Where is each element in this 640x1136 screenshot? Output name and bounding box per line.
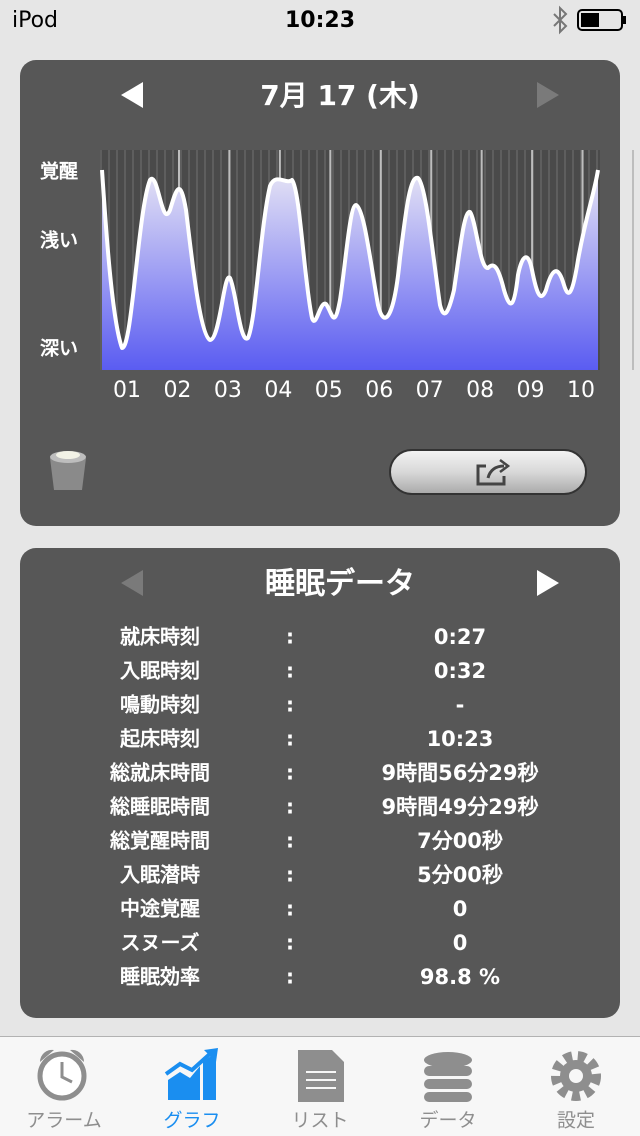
row-label: 睡眠効率	[120, 965, 200, 989]
row-value: 5分00秒	[417, 863, 503, 887]
y-label: 覚醒	[40, 160, 78, 183]
x-label: 05	[315, 378, 343, 403]
row-label: 総睡眠時間	[109, 795, 210, 819]
row-label: 総就床時間	[109, 761, 210, 785]
status-bar	[0, 0, 640, 40]
graph-date: 7月 17 (木)	[260, 79, 420, 112]
alarm-icon	[37, 1049, 87, 1101]
next-page-button[interactable]	[537, 570, 559, 596]
prev-page-button[interactable]	[121, 570, 143, 596]
settings-icon	[551, 1051, 601, 1101]
row-separator: :	[286, 761, 294, 785]
share-button[interactable]	[389, 449, 587, 495]
x-labels: 01 02 03 04 05 06 07 08 09 10	[113, 378, 595, 403]
sleep-area	[102, 170, 598, 370]
share-icon	[476, 459, 511, 486]
clock: 10:23	[285, 8, 355, 33]
row-value: 7分00秒	[417, 829, 503, 853]
carrier: iPod	[12, 8, 58, 33]
battery-icon	[577, 9, 623, 31]
row-label: 入眠潜時	[120, 863, 200, 887]
next-day-button[interactable]	[537, 82, 559, 108]
row-separator: :	[286, 931, 294, 955]
row-value: 0:27	[434, 625, 486, 649]
x-label: 01	[113, 378, 141, 403]
battery-level	[581, 13, 599, 27]
row-separator: :	[286, 727, 294, 751]
row-value: 0	[453, 897, 468, 921]
bluetooth-icon	[553, 5, 568, 35]
tab-label[interactable]: アラーム	[26, 1110, 101, 1132]
trash-button[interactable]	[50, 451, 86, 490]
x-label: 04	[264, 378, 292, 403]
x-label: 06	[365, 378, 393, 403]
row-separator: :	[286, 829, 294, 853]
x-label: 07	[416, 378, 444, 403]
row-value: 0:32	[434, 659, 486, 683]
tab-label[interactable]: 設定	[557, 1110, 595, 1132]
x-label: 10	[567, 378, 595, 403]
row-separator: :	[286, 795, 294, 819]
tab-label[interactable]: リスト	[291, 1110, 348, 1132]
sleep-curve	[100, 169, 600, 351]
row-separator: :	[286, 863, 294, 887]
row-label: 入眠時刻	[120, 659, 200, 683]
row-value: 9時間49分29秒	[381, 795, 538, 819]
tab-label[interactable]: グラフ	[163, 1110, 220, 1132]
x-label: 08	[466, 378, 494, 403]
row-separator: :	[286, 897, 294, 921]
tab-label[interactable]: データ	[419, 1110, 476, 1132]
row-separator: :	[286, 693, 294, 717]
sleep-data-title: 睡眠データ	[265, 567, 415, 602]
row-separator: :	[286, 625, 294, 649]
row-label: 総覚醒時間	[109, 829, 210, 853]
graph-icon	[164, 1048, 218, 1100]
x-label: 02	[163, 378, 191, 403]
row-label: スヌーズ	[121, 931, 200, 955]
list-icon	[298, 1050, 344, 1102]
row-value: 9時間56分29秒	[381, 761, 538, 785]
row-label: 就床時刻	[120, 625, 200, 649]
y-label: 深い	[40, 338, 78, 360]
tabs: アラーム グラフ リスト データ 設定	[26, 1110, 595, 1132]
sleep-data-rows: 就床時刻: 0:27 入眠時刻: 0:32 鳴動時刻: - 起床時刻: 10:23 総就床時間:…	[109, 625, 539, 990]
sleep-data-panel	[20, 548, 620, 1018]
row-label: 起床時刻	[119, 727, 200, 751]
prev-day-button[interactable]	[121, 82, 143, 108]
row-value: 10:23	[427, 727, 494, 751]
row-value: 98.8 %	[420, 965, 500, 989]
row-value: 0	[453, 931, 468, 955]
x-label: 09	[517, 378, 545, 403]
y-label: 浅い	[40, 229, 78, 252]
x-label: 03	[214, 378, 242, 403]
row-label: 鳴動時刻	[120, 693, 200, 717]
battery-tip	[623, 16, 626, 24]
data-icon	[424, 1052, 472, 1102]
row-separator: :	[286, 965, 294, 989]
row-separator: :	[286, 659, 294, 683]
row-value: -	[456, 693, 465, 717]
row-label: 中途覚醒	[120, 897, 200, 921]
